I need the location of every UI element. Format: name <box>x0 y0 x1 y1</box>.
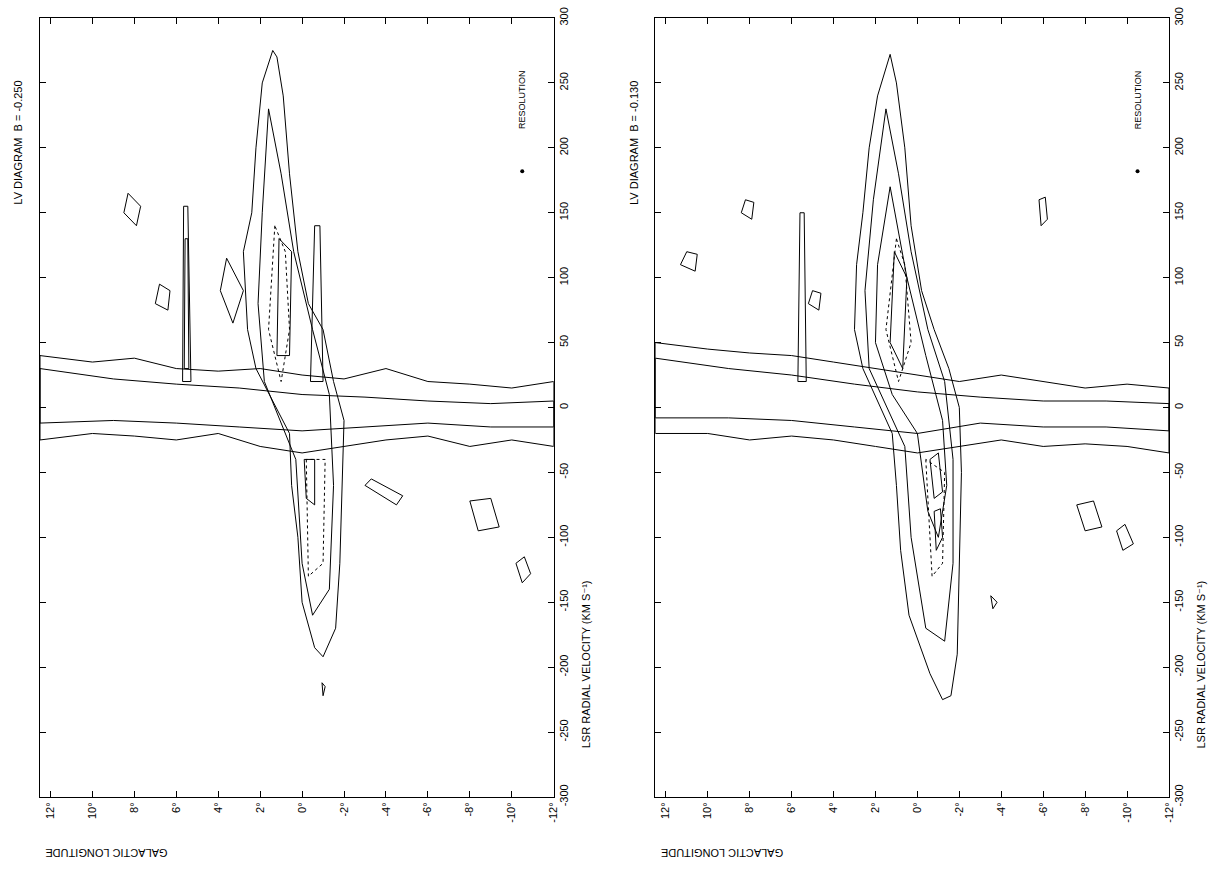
svg-text:-200: -200 <box>1173 655 1185 677</box>
svg-text:0°: 0° <box>296 802 308 813</box>
svg-text:300: 300 <box>558 7 570 25</box>
svg-text:150: 150 <box>558 202 570 220</box>
svg-text:50: 50 <box>558 335 570 347</box>
svg-text:LV DIAGRAM B = -0.130: LV DIAGRAM B = -0.130 <box>628 81 640 205</box>
svg-text:-12°: -12° <box>547 802 559 822</box>
svg-text:-8°: -8° <box>1079 802 1091 816</box>
svg-text:-6°: -6° <box>421 802 433 816</box>
svg-text:4°: 4° <box>212 802 224 813</box>
svg-text:10°: 10° <box>701 802 713 819</box>
svg-text:2°: 2° <box>254 802 266 813</box>
svg-text:-250: -250 <box>558 719 570 741</box>
svg-text:-2°: -2° <box>338 802 350 816</box>
svg-text:-10°: -10° <box>505 802 517 822</box>
svg-text:-50: -50 <box>558 463 570 479</box>
svg-text:50: 50 <box>1173 335 1185 347</box>
svg-text:6°: 6° <box>785 802 797 813</box>
svg-text:GALACTIC LONGITUDE: GALACTIC LONGITUDE <box>45 847 167 859</box>
svg-text:300: 300 <box>1173 7 1185 25</box>
svg-text:-6°: -6° <box>1037 802 1049 816</box>
svg-text:2°: 2° <box>869 802 881 813</box>
svg-text:250: 250 <box>1173 72 1185 90</box>
svg-text:-150: -150 <box>558 590 570 612</box>
svg-text:-4°: -4° <box>380 802 392 816</box>
svg-text:0: 0 <box>558 403 570 409</box>
svg-text:4°: 4° <box>827 802 839 813</box>
svg-text:-200: -200 <box>558 655 570 677</box>
svg-text:-50: -50 <box>1173 463 1185 479</box>
svg-text:LV DIAGRAM B = -0.250: LV DIAGRAM B = -0.250 <box>12 80 24 204</box>
svg-text:-2°: -2° <box>953 802 965 816</box>
svg-text:6°: 6° <box>170 802 182 813</box>
svg-text:-100: -100 <box>558 525 570 547</box>
svg-text:-10°: -10° <box>1121 802 1133 822</box>
svg-text:-12°: -12° <box>1163 802 1175 822</box>
svg-text:100: 100 <box>558 267 570 285</box>
svg-text:RESOLUTION: RESOLUTION <box>1133 71 1143 130</box>
svg-text:-150: -150 <box>1173 590 1185 612</box>
svg-text:200: 200 <box>558 137 570 155</box>
svg-text:10°: 10° <box>86 802 98 819</box>
svg-text:-100: -100 <box>1173 525 1185 547</box>
svg-text:8°: 8° <box>128 802 140 813</box>
svg-text:8°: 8° <box>743 802 755 813</box>
svg-text:-4°: -4° <box>995 802 1007 816</box>
svg-text:100: 100 <box>1173 267 1185 285</box>
svg-text:RESOLUTION: RESOLUTION <box>517 71 527 130</box>
svg-text:0°: 0° <box>911 802 923 813</box>
svg-text:200: 200 <box>1173 137 1185 155</box>
svg-text:GALACTIC LONGITUDE: GALACTIC LONGITUDE <box>661 847 783 859</box>
svg-text:150: 150 <box>1173 202 1185 220</box>
svg-text:-300: -300 <box>558 784 570 806</box>
svg-text:-300: -300 <box>1173 784 1185 806</box>
svg-text:250: 250 <box>558 72 570 90</box>
svg-text:LSR RADIAL VELOCITY (KM S⁻¹): LSR RADIAL VELOCITY (KM S⁻¹) <box>580 580 592 748</box>
svg-text:-250: -250 <box>1173 719 1185 741</box>
svg-text:LSR RADIAL VELOCITY (KM S⁻¹): LSR RADIAL VELOCITY (KM S⁻¹) <box>1195 581 1207 749</box>
svg-text:0: 0 <box>1173 403 1185 409</box>
svg-text:12°: 12° <box>44 802 56 819</box>
svg-text:12°: 12° <box>659 802 671 819</box>
svg-text:-8°: -8° <box>463 802 475 816</box>
